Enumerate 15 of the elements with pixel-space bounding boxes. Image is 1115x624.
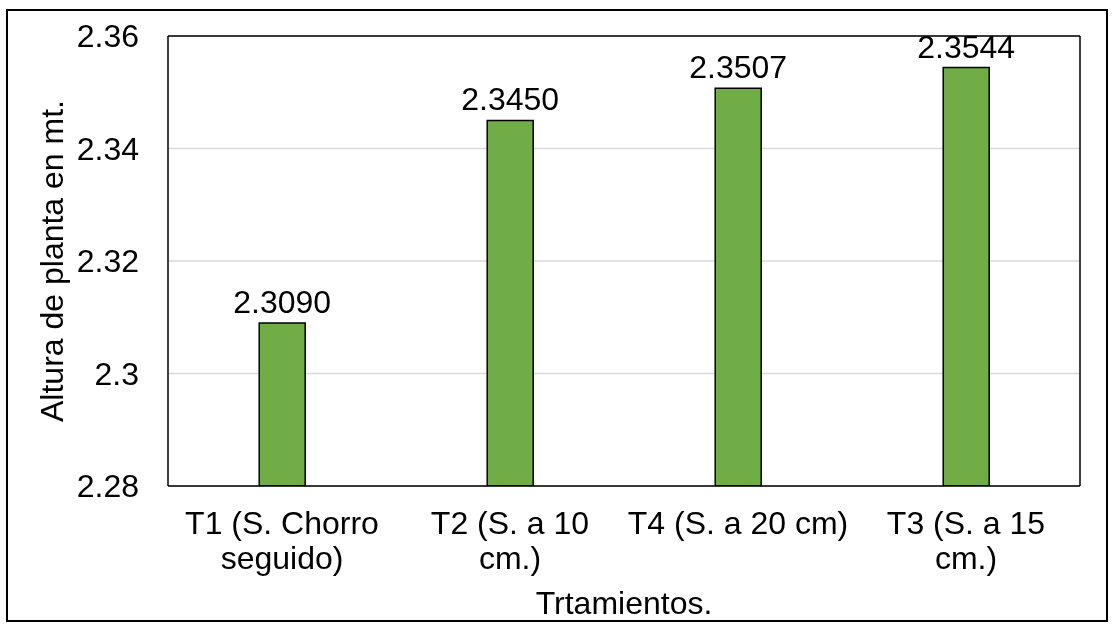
y-tick-label: 2.34	[76, 130, 139, 167]
x-tick-label: T4 (S. a 20 cm)	[627, 504, 849, 541]
y-tick-label: 2.3	[94, 355, 139, 392]
x-tick-label: T3 (S. a 15 cm.)	[886, 504, 1046, 576]
data-label: 2.3450	[461, 81, 560, 118]
x-axis-title: Trtamientos.	[535, 585, 713, 621]
data-label: 2.3544	[917, 28, 1016, 65]
data-label: 2.3090	[233, 283, 332, 320]
data-label: 2.3507	[689, 49, 788, 86]
y-tick-label: 2.28	[76, 468, 139, 505]
x-tick-label: T2 (S. a 10 cm.)	[430, 504, 590, 576]
x-tick-label: T1 (S. Chorro seguido)	[185, 504, 379, 576]
y-axis-title: Altura de planta en mt.	[34, 100, 70, 422]
y-tick-label: 2.36	[76, 18, 139, 55]
y-tick-label: 2.32	[76, 243, 139, 280]
